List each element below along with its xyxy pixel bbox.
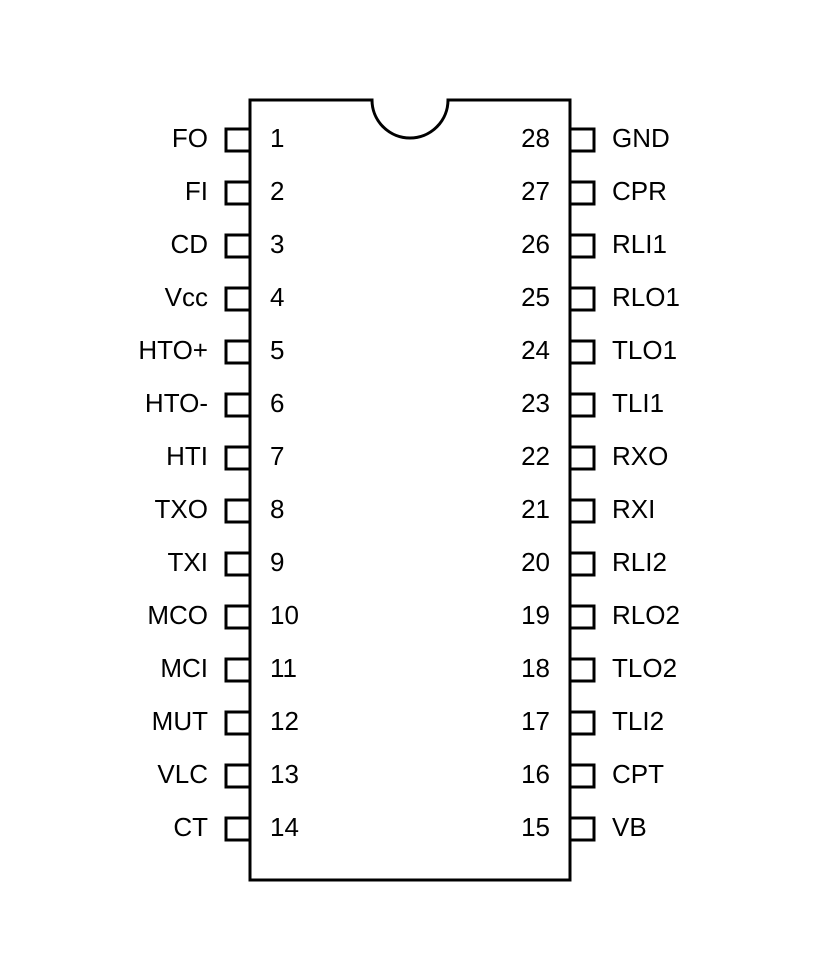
pin-number: 22: [521, 441, 550, 471]
pin-number: 3: [270, 229, 284, 259]
pin-number: 25: [521, 282, 550, 312]
pin-label: CT: [173, 812, 208, 842]
pin-number: 23: [521, 388, 550, 418]
pin-number: 20: [521, 547, 550, 577]
ic-pinout-diagram: 1 FO 2 FI 3 CD 4 Vcc 5 HTO+ 6 HTO- 7 HTI 8 TXO 9 TXI 10 MCO…: [0, 0, 836, 978]
pin-number: 28: [521, 123, 550, 153]
pin-label: RXI: [612, 494, 655, 524]
pin-number: 17: [521, 706, 550, 736]
pin-label: GND: [612, 123, 670, 153]
pin-number: 5: [270, 335, 284, 365]
pin-number: 19: [521, 600, 550, 630]
pin-label: VB: [612, 812, 647, 842]
pin-label: CD: [170, 229, 208, 259]
pin-number: 14: [270, 812, 299, 842]
pin-number: 2: [270, 176, 284, 206]
pin-number: 1: [270, 123, 284, 153]
pin-label: RLI2: [612, 547, 667, 577]
pin-label: VLC: [157, 759, 208, 789]
pin-label: MUT: [152, 706, 208, 736]
pin-label: MCI: [160, 653, 208, 683]
pin-label: CPT: [612, 759, 664, 789]
pin-label: RLO2: [612, 600, 680, 630]
pin-number: 15: [521, 812, 550, 842]
pin-number: 18: [521, 653, 550, 683]
pin-number: 24: [521, 335, 550, 365]
pin-label: TLO2: [612, 653, 677, 683]
pin-label: TXI: [168, 547, 208, 577]
pin-number: 10: [270, 600, 299, 630]
pin-label: RLI1: [612, 229, 667, 259]
pin-label: RLO1: [612, 282, 680, 312]
pin-number: 27: [521, 176, 550, 206]
pin-label: HTO+: [138, 335, 208, 365]
pin-label: FI: [185, 176, 208, 206]
pin-label: RXO: [612, 441, 668, 471]
pin-label: Vcc: [165, 282, 208, 312]
pin-label: TLI1: [612, 388, 664, 418]
pin-number: 26: [521, 229, 550, 259]
pin-label: CPR: [612, 176, 667, 206]
pin-label: MCO: [147, 600, 208, 630]
pin-label: HTO-: [145, 388, 208, 418]
pin-number: 7: [270, 441, 284, 471]
pin-label: TXO: [155, 494, 208, 524]
pin-number: 21: [521, 494, 550, 524]
pin-label: TLI2: [612, 706, 664, 736]
pin-label: FO: [172, 123, 208, 153]
pin-number: 8: [270, 494, 284, 524]
pin-number: 11: [270, 653, 297, 683]
pin-label: HTI: [166, 441, 208, 471]
pin-number: 6: [270, 388, 284, 418]
pin-number: 9: [270, 547, 284, 577]
pin-number: 12: [270, 706, 299, 736]
pin-number: 16: [521, 759, 550, 789]
pin-number: 4: [270, 282, 284, 312]
pin-number: 13: [270, 759, 299, 789]
pin-label: TLO1: [612, 335, 677, 365]
